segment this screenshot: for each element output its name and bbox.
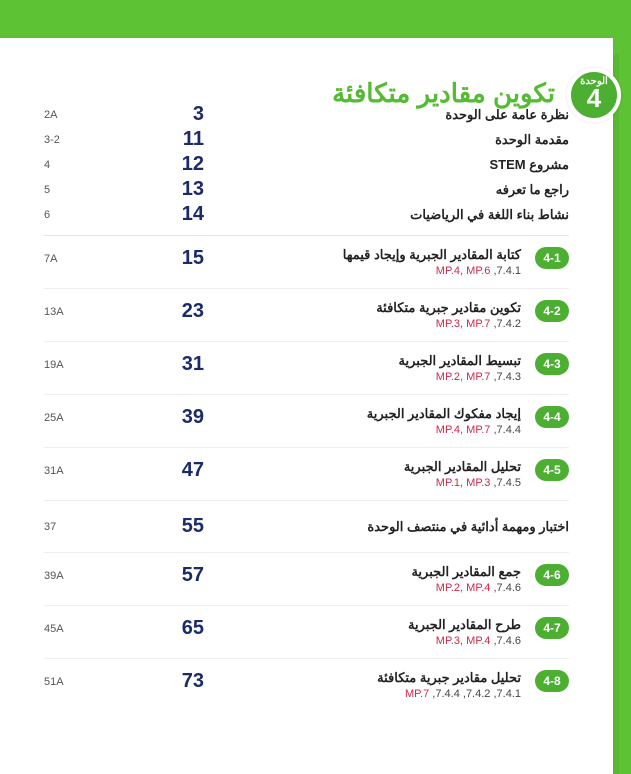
lesson-row: جمع المقادير الجبرية 7.4.6, MP.2, MP.4 4… (44, 553, 569, 606)
intro-title: نشاط بناء اللغة في الرياضيات (410, 207, 569, 223)
alt-page: 2A (44, 109, 84, 121)
main-page: 15 (164, 247, 204, 270)
lesson-row: طرح المقادير الجبرية 7.4.6, MP.3, MP.4 4… (44, 606, 569, 659)
standard-code: 7.4.1, (493, 265, 521, 277)
mp-code: MP.3, MP.4 (436, 635, 491, 647)
intro-pages: 2A 3 (44, 103, 204, 126)
alt-page: 4 (44, 159, 84, 171)
lesson-badge: 4-4 (535, 406, 569, 428)
intro-row: نشاط بناء اللغة في الرياضيات 6 14 (44, 202, 569, 227)
alt-page: 51A (44, 676, 84, 688)
alt-page: 7A (44, 253, 84, 265)
alt-page: 3-2 (44, 134, 84, 146)
unit-title: تكوين مقادير متكافئة (332, 78, 555, 109)
lesson-row: كتابة المقادير الجبرية وإيجاد قيمها 7.4.… (44, 236, 569, 289)
intro-title: مشروع STEM (489, 157, 569, 173)
mp-code: MP.2, MP.7 (436, 371, 491, 383)
standard-code: 7.4.1, 7.4.2, 7.4.4, (432, 688, 521, 700)
lesson-row: تكوين مقادير جبرية متكافئة 7.4.2, MP.3, … (44, 289, 569, 342)
main-page: 11 (164, 128, 204, 151)
main-page: 55 (164, 515, 204, 538)
alt-page: 5 (44, 184, 84, 196)
lesson-title: كتابة المقادير الجبرية وإيجاد قيمها (343, 247, 521, 263)
lesson-title: طرح المقادير الجبرية (408, 617, 521, 633)
lesson-title: تحليل المقادير الجبرية (404, 459, 521, 475)
lesson-row: إيجاد مفكوك المقادير الجبرية 7.4.4, MP.4… (44, 395, 569, 448)
lesson-badge: 4-2 (535, 300, 569, 322)
standard-code: 7.4.2, (493, 318, 521, 330)
lesson-badge: 4-6 (535, 564, 569, 586)
mp-code: MP.4, MP.7 (436, 424, 491, 436)
main-page: 3 (164, 103, 204, 126)
main-page: 73 (164, 670, 204, 693)
alt-page: 37 (44, 521, 84, 533)
standard-code: 7.4.4, (493, 424, 521, 436)
lesson-row: تحليل مقادير جبرية متكافئة 7.4.1, 7.4.2,… (44, 659, 569, 711)
alt-page: 25A (44, 412, 84, 424)
main-page: 14 (164, 203, 204, 226)
lesson-title: تكوين مقادير جبرية متكافئة (376, 300, 521, 316)
lesson-badge: 4-5 (535, 459, 569, 481)
unit-number: 4 (571, 85, 617, 111)
mp-code: MP.3, MP.7 (436, 318, 491, 330)
main-page: 47 (164, 459, 204, 482)
standard-code: 7.4.6, (493, 582, 521, 594)
lesson-badge: 4-8 (535, 670, 569, 692)
lesson-row: تبسيط المقادير الجبرية 7.4.3, MP.2, MP.7… (44, 342, 569, 395)
main-page: 39 (164, 406, 204, 429)
lesson-title: تبسيط المقادير الجبرية (399, 353, 521, 369)
main-page: 65 (164, 617, 204, 640)
main-page: 13 (164, 178, 204, 201)
intro-title: مقدمة الوحدة (495, 132, 569, 148)
lesson-row: تحليل المقادير الجبرية 7.4.5, MP.1, MP.3… (44, 448, 569, 501)
main-page: 12 (164, 153, 204, 176)
intro-row: مقدمة الوحدة 3-2 11 (44, 127, 569, 152)
page: الوحدة 4 تكوين مقادير متكافئة نظرة عامة … (0, 0, 631, 774)
mp-code: MP.1, MP.3 (436, 477, 491, 489)
main-page: 31 (164, 353, 204, 376)
lesson-badge: 4-1 (535, 247, 569, 269)
standard-code: 7.4.5, (493, 477, 521, 489)
lesson-title: إيجاد مفكوك المقادير الجبرية (367, 406, 521, 422)
lesson-badge: 4-7 (535, 617, 569, 639)
intro-title: راجع ما تعرفه (496, 182, 569, 198)
main-page: 23 (164, 300, 204, 323)
intro-row: راجع ما تعرفه 5 13 (44, 177, 569, 202)
mid-unit-title: اختبار ومهمة أدائية في منتصف الوحدة (367, 519, 569, 535)
standard-code: 7.4.6, (493, 635, 521, 647)
intro-row: مشروع STEM 4 12 (44, 152, 569, 177)
alt-page: 39A (44, 570, 84, 582)
main-page: 57 (164, 564, 204, 587)
alt-page: 6 (44, 209, 84, 221)
unit-badge: الوحدة 4 (567, 68, 621, 122)
lesson-title: جمع المقادير الجبرية (411, 564, 521, 580)
content-sheet: الوحدة 4 تكوين مقادير متكافئة نظرة عامة … (0, 38, 613, 774)
mp-code: MP.7 (405, 688, 429, 700)
mid-unit-row: اختبار ومهمة أدائية في منتصف الوحدة 37 5… (44, 501, 569, 553)
lesson-badge: 4-3 (535, 353, 569, 375)
alt-page: 13A (44, 306, 84, 318)
alt-page: 45A (44, 623, 84, 635)
mp-code: MP.4, MP.6 (436, 265, 491, 277)
lesson-title: تحليل مقادير جبرية متكافئة (377, 670, 521, 686)
alt-page: 19A (44, 359, 84, 371)
standard-code: 7.4.3, (493, 371, 521, 383)
mp-code: MP.2, MP.4 (436, 582, 491, 594)
alt-page: 31A (44, 465, 84, 477)
